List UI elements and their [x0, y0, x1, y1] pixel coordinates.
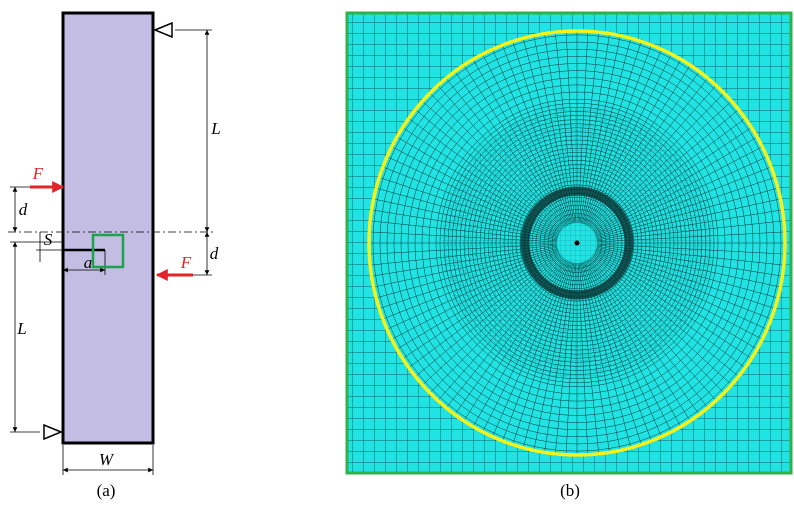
dim-label: L	[16, 319, 26, 338]
dim-label: a	[84, 253, 93, 272]
support-top	[155, 23, 172, 37]
dim-label: S	[44, 230, 53, 249]
panel-b: (b)	[347, 13, 791, 500]
specimen	[63, 13, 153, 443]
dim-label: d	[210, 244, 219, 263]
support-bottom	[44, 425, 61, 439]
force-label: F	[180, 253, 192, 272]
force-label: F	[32, 164, 44, 183]
dim-label: W	[99, 450, 115, 469]
dim-label: d	[19, 200, 28, 219]
center	[575, 241, 580, 246]
caption: (a)	[97, 481, 116, 500]
figure: F F L L d d S a W (a) (b)	[0, 0, 794, 505]
caption: (b)	[560, 481, 580, 500]
dim-label: L	[210, 119, 220, 138]
panel-a: F F L L d d S a W (a)	[8, 13, 221, 500]
